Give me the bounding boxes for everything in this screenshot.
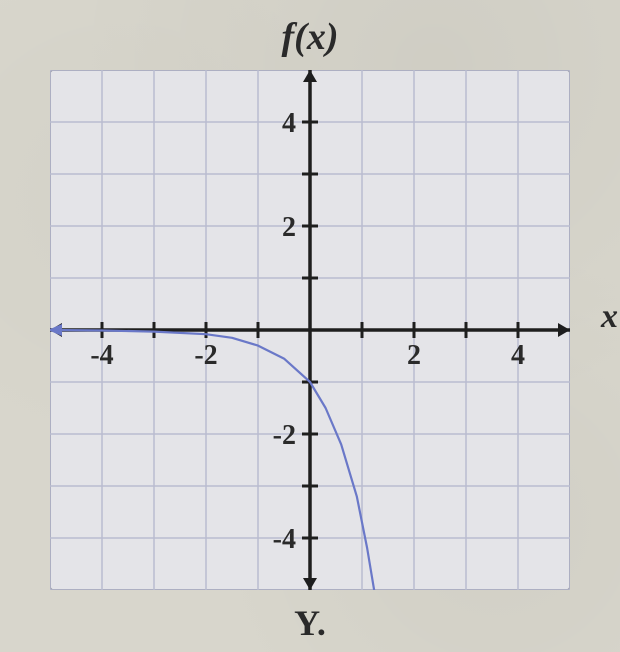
svg-text:-2: -2 xyxy=(273,420,296,451)
svg-text:-4: -4 xyxy=(273,524,296,555)
chart-title: f(x) xyxy=(0,15,620,59)
x-axis-label: x xyxy=(601,298,618,336)
chart-svg: -4 -2 2 4 4 2 -2 -4 xyxy=(50,70,570,590)
svg-text:-2: -2 xyxy=(194,340,217,371)
svg-text:2: 2 xyxy=(282,212,296,243)
bottom-label: Y. xyxy=(0,602,620,644)
svg-text:4: 4 xyxy=(282,108,296,139)
svg-text:2: 2 xyxy=(407,340,421,371)
svg-text:4: 4 xyxy=(511,340,525,371)
svg-text:-4: -4 xyxy=(90,340,113,371)
chart-area: -4 -2 2 4 4 2 -2 -4 xyxy=(50,70,570,590)
